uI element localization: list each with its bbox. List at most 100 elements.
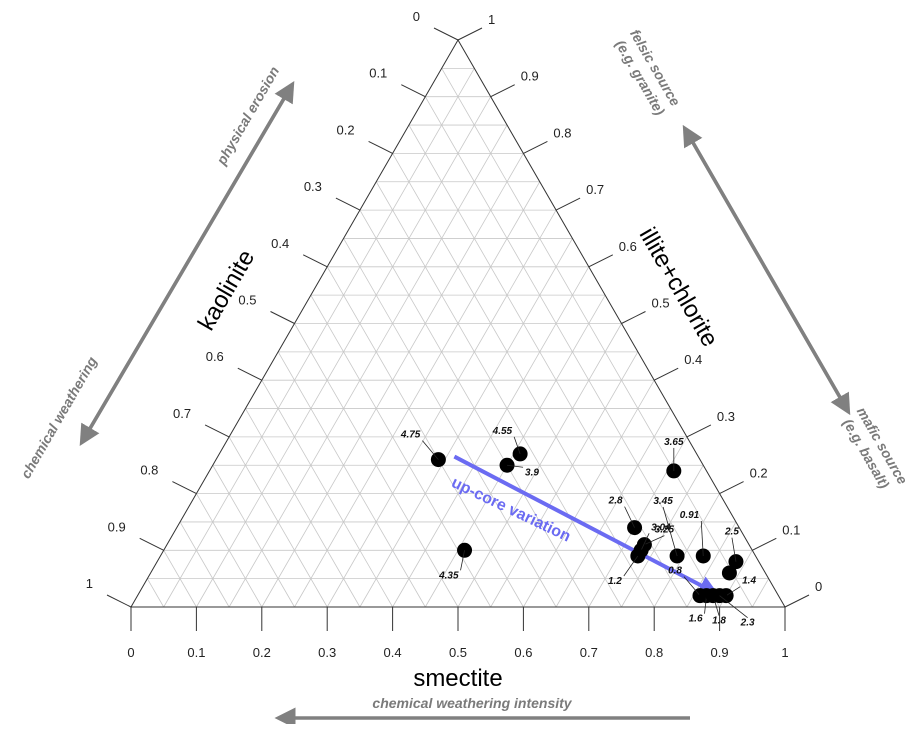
grid-line-smectite xyxy=(653,493,720,608)
point-label: 4.55 xyxy=(492,426,513,437)
right-tick xyxy=(490,84,515,98)
grid-line-kaolinite xyxy=(441,68,753,608)
grid-line-smectite xyxy=(523,380,655,608)
right-tick xyxy=(523,140,548,154)
grid-line-kaolinite xyxy=(343,238,557,608)
right-tick-label: 1 xyxy=(488,12,495,27)
left-tick-label: 0.6 xyxy=(206,349,224,364)
left-tick xyxy=(401,84,426,98)
bottom-axis-title: smectite xyxy=(413,665,502,692)
right-tick-label: 0.9 xyxy=(521,69,539,84)
left-tick xyxy=(139,537,164,551)
left-tick-label: 0.8 xyxy=(140,463,158,478)
point-label: 3.9 xyxy=(525,467,539,478)
grid-line-kaolinite xyxy=(375,181,622,608)
left-tick-label: 0.3 xyxy=(304,179,322,194)
bottom-tick-label: 0.7 xyxy=(580,645,598,660)
left-tick-label: 0.4 xyxy=(271,236,289,251)
grid-line-kaolinite xyxy=(212,465,295,608)
grid-line-kaolinite xyxy=(179,521,230,608)
point-leader-line xyxy=(683,576,701,596)
right-tick xyxy=(653,367,679,381)
right-tick-label: 0.6 xyxy=(619,239,637,254)
felsic-source-arrow xyxy=(682,124,847,407)
left-tick-label: 0 xyxy=(413,9,420,24)
point-label: 1.4 xyxy=(742,576,756,587)
right-tick-label: 0.2 xyxy=(750,466,768,481)
bottom-tick-label: 0.9 xyxy=(711,645,729,660)
left-tick xyxy=(335,197,361,211)
bottom-tick-label: 0 xyxy=(127,645,134,660)
weathering-intensity-label: chemical weathering intensity xyxy=(372,695,572,711)
grid-line-kaolinite xyxy=(245,408,361,608)
right-tick xyxy=(686,424,712,438)
right-axis-title: illite+chlorite xyxy=(634,223,724,351)
chemical-weathering-label: chemical weathering xyxy=(17,353,100,481)
grid-line-smectite xyxy=(457,323,622,608)
up-core-variation-arrow xyxy=(453,454,719,595)
point-label: 4.35 xyxy=(438,570,459,581)
bottom-tick-label: 1 xyxy=(781,645,788,660)
grid-line-smectite xyxy=(294,181,541,608)
right-tick xyxy=(555,197,581,211)
grid-line-smectite xyxy=(163,68,475,608)
right-tick-label: 0.1 xyxy=(782,522,800,537)
point-leader-line xyxy=(513,436,521,455)
point-label: 2.3 xyxy=(740,618,755,629)
point-leader-line xyxy=(719,595,748,618)
left-tick xyxy=(106,594,132,608)
tick-layer: 0 0.1 0.2 0.3 0.4 0.5 0.6 0.7 0.8 0.9 100.10.20.30… xyxy=(86,9,822,660)
point-label: 1.6 xyxy=(689,614,703,625)
right-tick xyxy=(752,537,777,551)
right-tick xyxy=(588,254,614,268)
chemical-weathering-arrow xyxy=(79,89,291,447)
grid-line-kaolinite xyxy=(277,351,426,608)
grid-line-kaolinite xyxy=(196,493,263,608)
point-label: 3.04 xyxy=(651,522,671,533)
right-tick-label: 0.5 xyxy=(652,296,670,311)
point-leader-line xyxy=(725,586,741,596)
right-tick-label: 0.8 xyxy=(553,125,571,140)
left-tick-label: 0.1 xyxy=(369,66,387,81)
point-leader-line xyxy=(460,550,465,571)
point-label: 0.8 xyxy=(668,566,682,577)
point-leader-line xyxy=(644,535,665,545)
point-label: 2.8 xyxy=(608,496,623,507)
bottom-tick-label: 0.4 xyxy=(384,645,402,660)
point-label: 0.91 xyxy=(680,510,700,521)
right-tick-label: 0.7 xyxy=(586,182,604,197)
right-tick-label: 0 xyxy=(815,579,822,594)
right-tick-label: 0.4 xyxy=(684,352,702,367)
point-label: 3.25 xyxy=(655,525,675,536)
grid-line-kaolinite xyxy=(261,380,393,608)
right-tick xyxy=(719,481,744,495)
left-tick xyxy=(237,367,263,381)
bottom-tick-label: 0.5 xyxy=(449,645,467,660)
point-leader-line xyxy=(640,533,650,551)
left-tick-label: 0.9 xyxy=(108,519,126,534)
bottom-tick-label: 0.1 xyxy=(187,645,205,660)
left-tick xyxy=(270,311,295,324)
grid-line-kaolinite xyxy=(294,323,459,608)
left-tick-label: 0.7 xyxy=(173,406,191,421)
left-tick xyxy=(433,27,459,41)
point-leader-line xyxy=(624,506,635,528)
grid-line-kaolinite xyxy=(163,550,197,608)
point-label: 2.5 xyxy=(724,527,739,538)
point-leader-line xyxy=(422,440,439,460)
right-tick xyxy=(457,27,483,41)
bottom-tick-label: 0.3 xyxy=(318,645,336,660)
left-tick xyxy=(368,140,393,154)
left-axis-title: kaolinite xyxy=(193,245,260,335)
left-tick-label: 1 xyxy=(86,576,93,591)
point-leader-line xyxy=(623,555,639,577)
left-tick xyxy=(172,481,197,495)
sample-point xyxy=(721,565,737,581)
grid-layer xyxy=(147,67,769,608)
point-leader-line xyxy=(731,537,737,562)
grid-line-smectite xyxy=(751,578,769,608)
data-points: 4.75 4.55 3.9 3.65 4.35 2.8 3.253.04 1.2 3.45 0.9… xyxy=(400,426,757,629)
